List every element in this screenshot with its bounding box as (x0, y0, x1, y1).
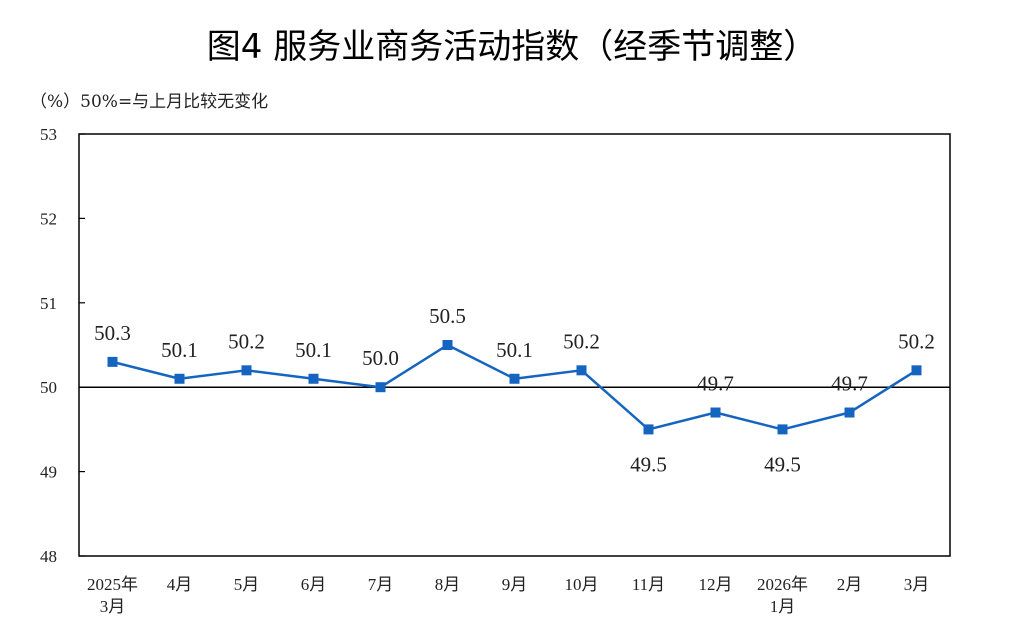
data-point (308, 373, 319, 384)
x-tick-label: 9月 (502, 575, 528, 594)
data-label: 50.1 (295, 338, 332, 362)
y-tick-label: 48 (40, 547, 57, 566)
y-tick-label: 51 (40, 294, 57, 313)
data-label: 50.2 (228, 329, 265, 353)
data-labels: 50.3 50.1 50.2 50.1 50.0 50.5 50.1 50.2 49.5 49.7… (94, 304, 935, 476)
data-label: 50.3 (94, 321, 131, 345)
chart-title: 图4 服务业商务活动指数（经季节调整） (207, 27, 817, 67)
data-point (911, 365, 922, 376)
data-label: 49.7 (831, 372, 868, 396)
series-markers (107, 340, 922, 435)
x-tick-label: 6月 (301, 575, 327, 594)
data-label: 50.1 (161, 338, 198, 362)
data-point (174, 373, 185, 384)
y-tick-label: 50 (40, 378, 57, 397)
x-tick-label: 2026年 (757, 575, 808, 594)
unit-note: （%）50%=与上月比较无变化 (30, 92, 268, 112)
x-tick-label: 10月 (565, 575, 599, 594)
data-point (710, 407, 721, 418)
data-point (509, 373, 520, 384)
y-tick-label: 52 (40, 209, 57, 228)
data-point (844, 407, 855, 418)
x-tick-label: 2025年 (87, 575, 138, 594)
data-label: 49.7 (697, 372, 734, 396)
data-label: 50.5 (429, 304, 466, 328)
x-tick-label: 8月 (435, 575, 461, 594)
data-label: 49.5 (630, 452, 667, 476)
x-tick-label: 11月 (632, 575, 665, 594)
x-tick-label: 7月 (368, 575, 394, 594)
data-point (241, 365, 252, 376)
x-axis: 2025年 3月 4月 5月 6月 7月 8月 9月 10月 11月 12月 2026年 1月 2月 3月 (87, 575, 929, 616)
data-point (576, 365, 587, 376)
plot-area (78, 133, 951, 557)
data-point (375, 382, 386, 393)
x-tick-label: 4月 (167, 575, 193, 594)
y-tick-label: 53 (40, 125, 57, 144)
x-tick-label: 12月 (699, 575, 733, 594)
x-tick-label: 3月 (100, 597, 126, 616)
x-tick-label: 1月 (770, 597, 796, 616)
data-label: 50.0 (362, 346, 399, 370)
data-label: 50.1 (496, 338, 533, 362)
y-axis: 48 49 50 51 52 53 (40, 125, 85, 566)
data-point (643, 424, 654, 435)
x-tick-label: 2月 (837, 575, 863, 594)
data-point (777, 424, 788, 435)
data-label: 49.5 (764, 452, 801, 476)
data-point (107, 356, 118, 367)
data-point (442, 340, 453, 350)
x-tick-label: 3月 (904, 575, 930, 594)
data-label: 50.2 (898, 329, 935, 353)
x-tick-label: 5月 (234, 575, 260, 594)
data-label: 50.2 (563, 329, 600, 353)
y-tick-label: 49 (40, 463, 57, 482)
